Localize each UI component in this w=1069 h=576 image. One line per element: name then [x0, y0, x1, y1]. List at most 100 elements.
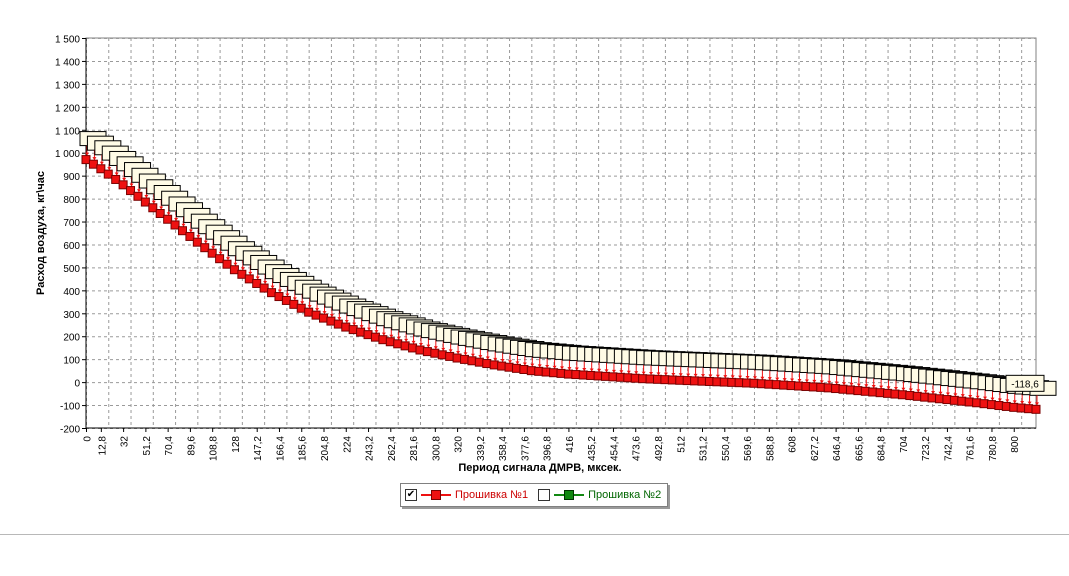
- data-label-arrow: [827, 380, 832, 384]
- legend-checkbox-series-2[interactable]: [538, 489, 551, 501]
- series-point: [296, 303, 306, 313]
- series-point: [519, 365, 529, 374]
- data-label-arrow: [715, 374, 720, 378]
- series-point: [489, 360, 499, 370]
- series-point: [267, 288, 277, 298]
- data-label-arrow: [893, 387, 898, 391]
- data-label-arrow: [233, 262, 238, 266]
- series-markers: [81, 155, 1041, 414]
- series-point: [986, 400, 996, 410]
- x-tick-label: 281,6: [409, 436, 420, 461]
- data-label-arrow: [188, 229, 193, 233]
- series-point: [482, 359, 492, 369]
- data-label-arrow: [886, 386, 891, 390]
- grid-lines: [85, 37, 1037, 429]
- data-label-arrow: [181, 223, 186, 227]
- data-label-arrow: [85, 152, 89, 156]
- data-label-arrow: [441, 347, 446, 351]
- data-label-arrow: [589, 368, 594, 372]
- annotation-label: -118,6: [1011, 379, 1039, 390]
- data-label-arrow: [211, 246, 216, 250]
- series-point: [927, 393, 937, 403]
- data-label-arrow: [968, 394, 973, 398]
- series-point: [638, 374, 648, 384]
- series-point: [244, 274, 254, 284]
- y-tick-label: 1 100: [55, 126, 80, 137]
- data-label-arrow: [701, 374, 706, 378]
- data-label-arrow: [975, 395, 980, 399]
- data-label-arrow: [337, 317, 342, 321]
- x-tick-label: 32: [120, 436, 131, 448]
- data-label-arrow: [144, 195, 149, 199]
- series-point: [408, 343, 418, 353]
- data-label-arrow: [322, 311, 327, 315]
- data-label-arrow: [255, 276, 260, 280]
- series-point: [875, 388, 885, 398]
- data-labels: [79, 131, 1057, 406]
- series-point: [96, 164, 106, 174]
- series-point: [1016, 403, 1026, 413]
- data-label-arrow: [849, 382, 854, 386]
- data-label-arrow: [359, 325, 364, 329]
- data-label-arrow: [693, 373, 698, 377]
- x-tick-label: 723,2: [921, 436, 932, 461]
- x-tick-label: 684,8: [877, 436, 888, 461]
- data-label-arrow: [418, 343, 423, 346]
- y-tick-label: 600: [63, 241, 80, 252]
- annotations: -118,6: [1005, 374, 1045, 392]
- x-tick-label: 492,8: [654, 436, 665, 461]
- y-tick-label: -200: [60, 425, 80, 436]
- chart-plot: -200 -100 0 100 200 300 400 500 600 700 800 900 1 00…: [35, 35, 1057, 474]
- data-label-arrow: [374, 330, 379, 334]
- series-point: [422, 347, 432, 357]
- data-label-arrow: [263, 281, 268, 285]
- series-point: [905, 391, 915, 401]
- series-point: [348, 325, 358, 335]
- series-point: [652, 374, 662, 384]
- data-label-arrow: [945, 392, 950, 396]
- data-label-arrow: [500, 359, 505, 363]
- series-point: [1009, 402, 1019, 412]
- series-point: [497, 361, 507, 371]
- series-point: [222, 259, 232, 269]
- data-label-arrow: [923, 390, 928, 394]
- legend-swatch-series-1: [421, 490, 451, 500]
- series-point: [274, 292, 284, 302]
- data-label-arrow: [730, 375, 735, 379]
- data-label-arrow: [151, 200, 156, 204]
- data-label-arrow: [738, 375, 743, 379]
- series-point: [430, 348, 440, 358]
- x-tick-label: 531,2: [699, 436, 710, 461]
- annotation-box: [1005, 374, 1045, 392]
- series-point: [719, 377, 729, 387]
- data-label-arrow: [752, 376, 757, 380]
- data-label-arrow: [767, 377, 772, 381]
- data-label-arrow: [203, 240, 208, 244]
- data-label-arrow: [300, 301, 305, 305]
- legend-item-series-2[interactable]: Прошивка №2: [538, 489, 661, 501]
- y-tick-label: -100: [60, 402, 80, 413]
- series-point: [1024, 404, 1034, 414]
- series-point: [838, 384, 848, 394]
- data-label-arrow: [485, 356, 490, 360]
- legend-checkbox-series-1[interactable]: ✔: [405, 489, 417, 501]
- legend-item-series-1[interactable]: ✔ Прошивка №1: [405, 489, 528, 501]
- series-point: [549, 368, 559, 378]
- series-point: [393, 339, 403, 349]
- series-point: [252, 278, 262, 288]
- x-tick-label: 128: [231, 436, 242, 453]
- x-tick-label: 627,2: [810, 436, 821, 461]
- data-label-arrow: [619, 370, 624, 374]
- series-point: [593, 371, 603, 381]
- series-point: [563, 369, 573, 379]
- x-tick-label: 588,8: [765, 436, 776, 461]
- data-label-arrow: [277, 289, 282, 293]
- data-label-arrow: [856, 383, 861, 387]
- series-point: [964, 397, 974, 407]
- series-point: [972, 398, 982, 408]
- y-tick-label: 0: [74, 379, 80, 390]
- series-point: [727, 377, 737, 387]
- x-tick-label: 262,4: [387, 436, 398, 461]
- y-tick-label: 300: [63, 310, 80, 321]
- series-point: [163, 214, 173, 224]
